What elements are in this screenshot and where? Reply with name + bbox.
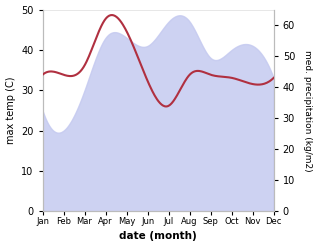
Y-axis label: med. precipitation (kg/m2): med. precipitation (kg/m2) [303,50,313,171]
X-axis label: date (month): date (month) [119,231,197,242]
Y-axis label: max temp (C): max temp (C) [5,77,16,144]
